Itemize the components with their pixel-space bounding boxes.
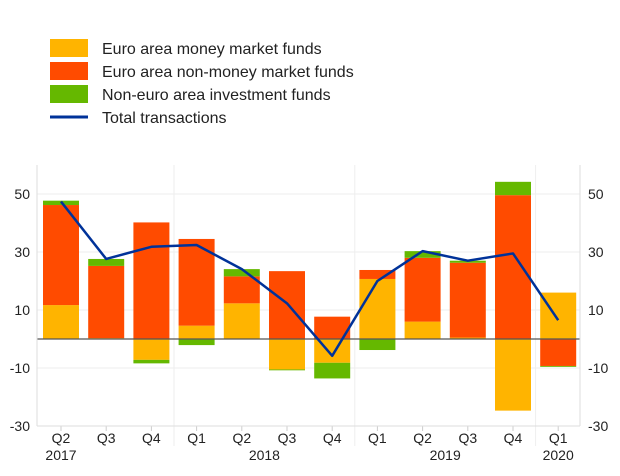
legend-swatch — [50, 39, 88, 57]
y-tick-right: 30 — [588, 244, 604, 260]
total-line — [60, 200, 560, 358]
x-tick-label: Q2 — [52, 430, 71, 446]
y-tick-left: -30 — [10, 418, 30, 434]
bar-segment — [314, 316, 351, 339]
x-tick-label: Q4 — [504, 430, 523, 446]
x-tick-label: Q3 — [278, 430, 297, 446]
bar-segment — [449, 262, 486, 338]
x-tick-label: Q4 — [142, 430, 161, 446]
y-tick-left: 10 — [14, 302, 30, 318]
bar-segment — [359, 269, 396, 279]
legend: Euro area money market funds Euro area no… — [50, 39, 354, 127]
bar-segment — [314, 362, 351, 379]
legend-label: Non-euro area investment funds — [102, 87, 331, 104]
bar-segment — [88, 265, 125, 339]
x-tick-label: Q2 — [413, 430, 432, 446]
x-tick-label: Q1 — [549, 430, 568, 446]
legend-label: Euro area money market funds — [102, 41, 322, 58]
x-tick-label: Q3 — [97, 430, 116, 446]
bar-segment — [178, 339, 215, 346]
total-transactions-line — [60, 200, 560, 358]
bar-segment — [269, 369, 305, 371]
year-label: 2019 — [430, 447, 461, 463]
y-tick-right: 10 — [588, 302, 604, 318]
bar-segment — [43, 205, 79, 306]
bar-segment — [359, 278, 396, 339]
year-label: 2020 — [543, 447, 574, 463]
bar-segment — [495, 339, 531, 411]
y-tick-left: -10 — [10, 360, 30, 376]
bar-segment — [269, 339, 305, 370]
x-tick-label: Q1 — [187, 430, 206, 446]
legend-label: Euro area non-money market funds — [102, 64, 354, 81]
bar-segment — [404, 251, 441, 258]
x-tick-label: Q4 — [323, 430, 342, 446]
bar-segment — [133, 339, 170, 360]
bar-segment — [178, 325, 215, 339]
legend-label: Total transactions — [102, 110, 227, 127]
bar-segment — [495, 195, 531, 339]
bar-segment — [449, 337, 486, 339]
bar-segment — [540, 339, 577, 366]
y-tick-right: -30 — [588, 418, 608, 434]
bar-segment — [404, 321, 441, 339]
bar-segment — [223, 276, 260, 304]
x-tick-label: Q3 — [458, 430, 477, 446]
bar-segment — [133, 359, 170, 364]
bar-segment — [359, 339, 396, 351]
y-tick-left: 50 — [14, 186, 30, 202]
bar-segment — [88, 258, 125, 266]
y-tick-right: -10 — [588, 360, 608, 376]
bar-segment — [223, 269, 260, 277]
x-tick-label: Q1 — [368, 430, 387, 446]
y-tick-right: 50 — [588, 186, 604, 202]
bar-segment — [495, 181, 531, 196]
axes: 50 50 30 30 10 10 -10 -10 -30 -30 Q2 Q3 Q4 Q1 Q2 Q3 Q4 Q1… — [10, 165, 608, 463]
x-tick-label: Q2 — [232, 430, 251, 446]
bar-segment — [404, 257, 441, 322]
year-label: 2017 — [45, 447, 76, 463]
bar-segment — [133, 222, 170, 339]
bar-segment — [43, 305, 79, 339]
bar-segment — [540, 365, 577, 367]
bar-segment — [178, 238, 215, 326]
bar-segment — [223, 303, 260, 339]
legend-swatch — [50, 85, 88, 103]
legend-swatch — [50, 62, 88, 80]
year-label: 2018 — [249, 447, 280, 463]
bars — [43, 181, 577, 411]
y-tick-left: 30 — [14, 244, 30, 260]
